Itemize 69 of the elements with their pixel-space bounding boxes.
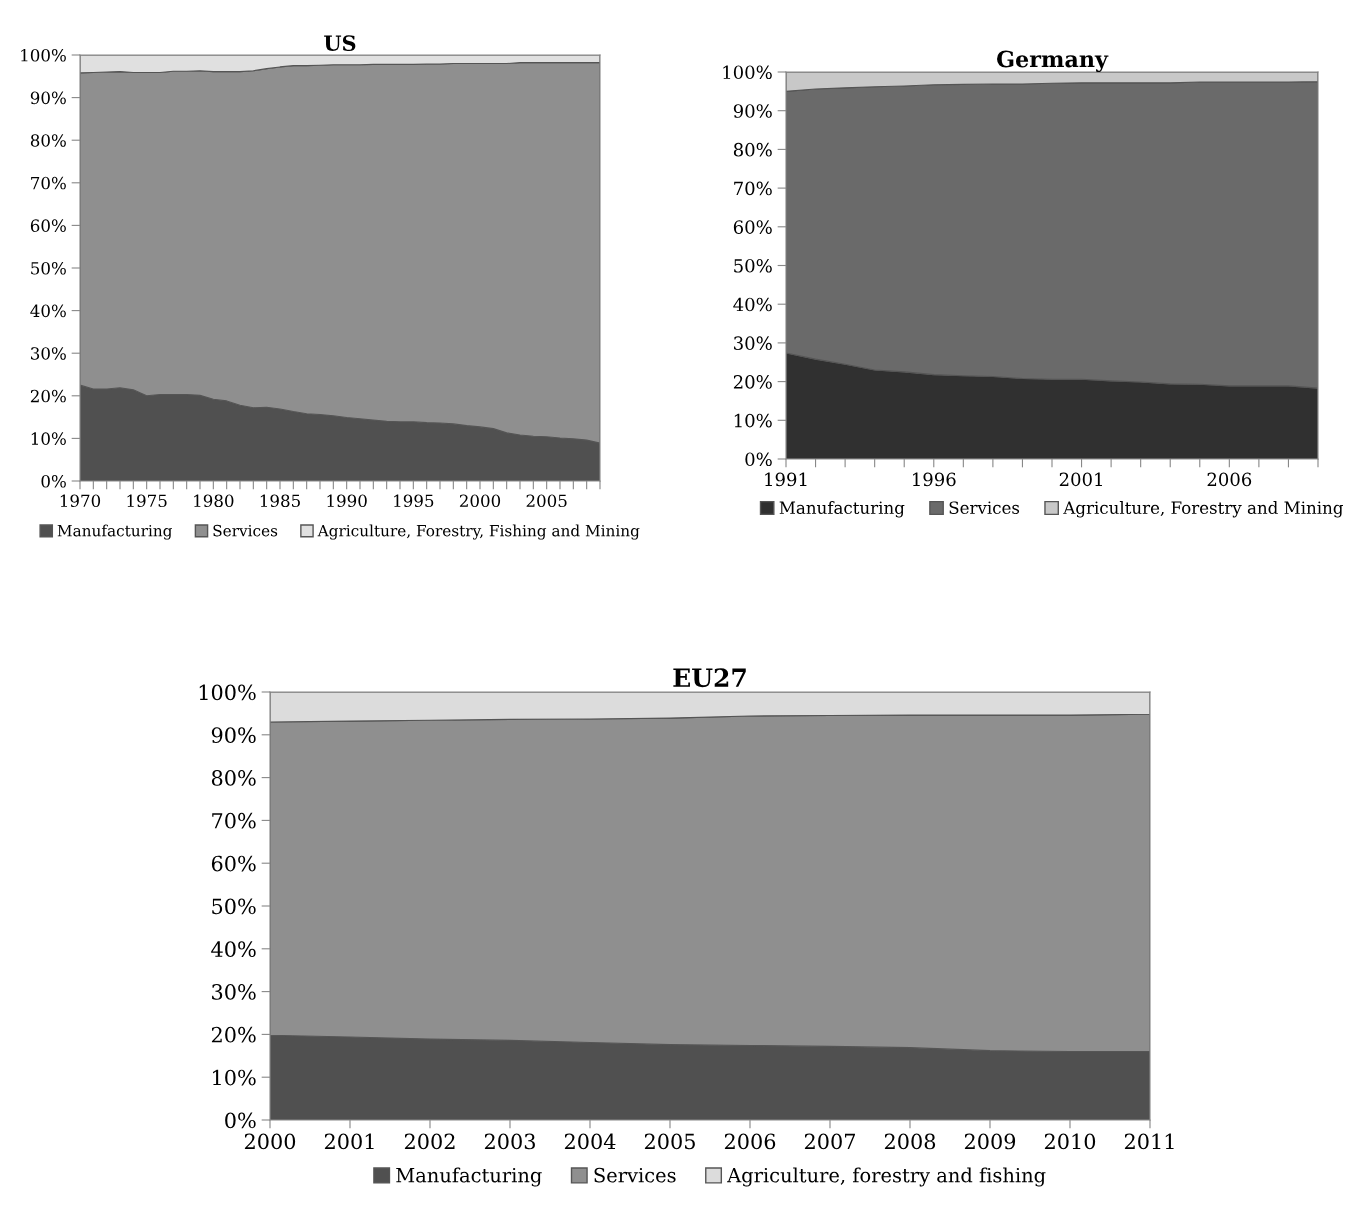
y-tick-label: 40%	[733, 297, 772, 312]
legend-label: Agriculture, forestry and fishing	[727, 1167, 1046, 1187]
x-tick-label: 1991	[765, 472, 807, 487]
y-tick-label: 10%	[734, 413, 772, 428]
x-tick-label: 2006	[1207, 472, 1252, 487]
y-tick-label: 30%	[212, 984, 256, 1000]
x-tick-label: 2000	[459, 494, 501, 508]
x-tick-label: 2005	[526, 494, 567, 508]
y-tick-label: 50%	[212, 898, 256, 915]
x-tick-label: 1980	[194, 494, 234, 508]
y-tick-label: 10%	[213, 1069, 256, 1086]
y-tick-label: 100%	[21, 48, 66, 62]
y-tick-label: 50%	[31, 261, 66, 275]
y-tick-label: 100%	[723, 65, 772, 80]
y-tick-label: 60%	[30, 219, 66, 232]
legend-label: Services	[213, 524, 278, 537]
chart-title: EU27	[673, 668, 746, 688]
chart-title: Germany	[997, 50, 1109, 72]
y-tick-label: 30%	[31, 347, 66, 360]
y-tick-label: 90%	[733, 104, 772, 118]
y-tick-label: 90%	[211, 727, 256, 744]
x-tick-label: 1995	[394, 494, 434, 508]
legend-label: Agriculture, Forestry, Fishing and Mining	[317, 524, 640, 540]
y-tick-label: 90%	[30, 91, 66, 105]
x-tick-label: 1975	[127, 494, 167, 508]
legend-label: Manufacturing	[779, 501, 905, 518]
x-tick-label: 2001	[1059, 472, 1102, 487]
y-tick-label: 0%	[41, 474, 66, 488]
legend-label: Manufacturing	[57, 524, 173, 540]
x-tick-label: 2004	[564, 1133, 616, 1150]
x-tick-label: 2010	[1044, 1133, 1096, 1150]
x-tick-label: 2007	[804, 1133, 855, 1150]
y-tick-label: 50%	[734, 258, 772, 273]
y-tick-label: 10%	[31, 432, 66, 445]
y-tick-label: 40%	[211, 941, 256, 958]
y-tick-label: 80%	[30, 134, 66, 147]
x-tick-label: 2003	[484, 1133, 535, 1150]
x-tick-label: 2011	[1124, 1133, 1174, 1150]
legend-label: Manufacturing	[396, 1167, 542, 1187]
y-tick-label: 20%	[30, 389, 66, 403]
x-tick-label: 2006	[724, 1133, 776, 1150]
y-tick-label: 70%	[734, 181, 772, 196]
y-tick-label: 100%	[199, 684, 256, 701]
y-tick-label: 80%	[733, 142, 772, 157]
x-tick-label: 1996	[913, 472, 956, 487]
y-tick-label: 0%	[225, 1112, 256, 1129]
legend-label: Services	[949, 501, 1020, 514]
y-tick-label: 30%	[734, 336, 772, 351]
y-tick-label: 20%	[733, 375, 772, 389]
legend-label: Services	[594, 1167, 676, 1183]
x-tick-label: 1985	[260, 494, 300, 508]
y-tick-label: 40%	[30, 304, 66, 318]
x-tick-label: 2008	[884, 1133, 936, 1150]
y-tick-label: 70%	[31, 176, 66, 190]
y-tick-label: 60%	[211, 855, 256, 872]
x-tick-label: 1970	[60, 494, 101, 508]
chart-title: US	[324, 35, 356, 51]
x-tick-label: 2002	[404, 1133, 455, 1150]
x-tick-label: 2000	[244, 1133, 296, 1150]
x-tick-label: 2001	[324, 1133, 374, 1150]
y-tick-label: 20%	[211, 1026, 256, 1043]
x-tick-label: 2009	[964, 1133, 1016, 1150]
y-tick-label: 0%	[745, 452, 772, 467]
y-tick-label: 60%	[733, 220, 772, 234]
y-tick-label: 70%	[212, 812, 256, 829]
y-tick-label: 80%	[211, 770, 256, 786]
x-tick-label: 2005	[644, 1133, 695, 1150]
x-tick-label: 1990	[327, 494, 367, 508]
legend-label: Agriculture, Forestry and Mining	[1063, 501, 1344, 518]
